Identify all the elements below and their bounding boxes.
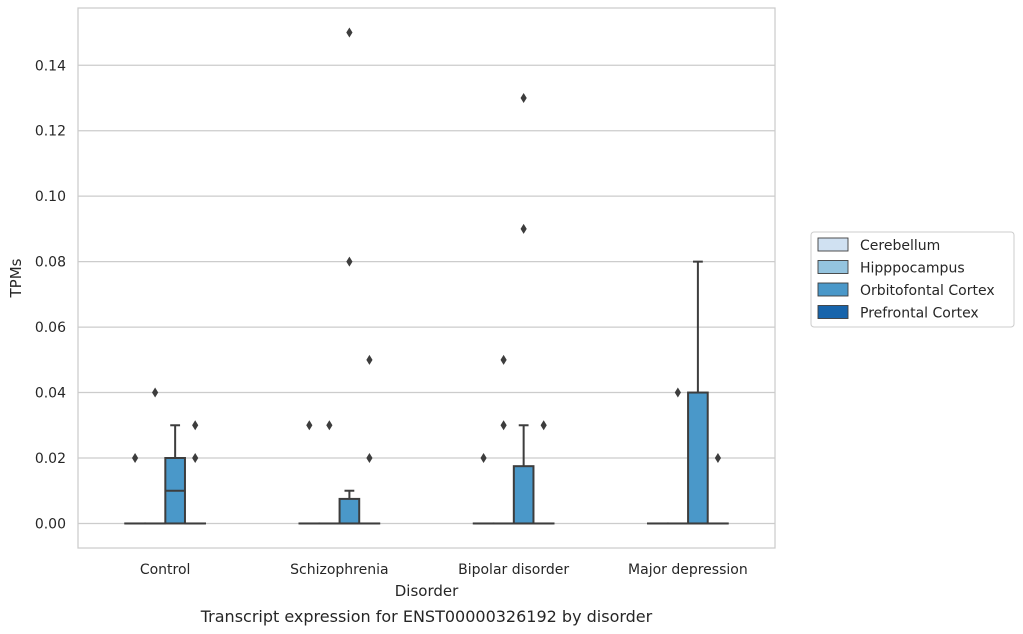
box-group: [532, 420, 555, 525]
outlier-point: [152, 387, 159, 398]
box-body: [512, 465, 535, 525]
box-group: [164, 424, 186, 525]
outlier-point: [192, 453, 199, 463]
chart-caption: Transcript expression for ENST0000032619…: [200, 607, 653, 626]
legend-frame: [810, 231, 1015, 328]
outlier-point: [346, 27, 353, 38]
legend-swatch: [817, 282, 849, 297]
box-body: [687, 391, 709, 525]
legend-label: Hipppocampus: [860, 261, 965, 277]
y-tick-label: 0.12: [35, 124, 66, 140]
box-group: [707, 453, 729, 525]
legend-label: Cerebellum: [860, 238, 940, 254]
legend: Cerebellum Hipppocampus Orbitofontal Corte…: [810, 231, 1015, 328]
box-group: [667, 387, 689, 525]
x-tick-labels: Control Schizophrenia Bipolar disorder Majo…: [140, 562, 748, 578]
legend-swatch: [817, 237, 849, 252]
outlier-point: [520, 93, 527, 103]
y-tick-label: 0.04: [35, 386, 66, 402]
outlier-point: [674, 387, 681, 398]
outlier-point: [366, 453, 373, 463]
outlier-point: [326, 420, 333, 431]
outlier-point: [500, 354, 507, 365]
outlier-point: [192, 420, 199, 431]
outlier-point: [480, 453, 487, 463]
box-group: [687, 260, 709, 525]
y-tick-label: 0.10: [35, 189, 66, 205]
y-tick-label: 0.00: [35, 516, 66, 532]
boxes-layer: [124, 27, 729, 525]
outlier-point: [306, 420, 313, 431]
legend-label: Orbitofontal Cortex: [860, 283, 995, 299]
box-body: [338, 497, 361, 525]
legend-label: Prefrontal Cortex: [860, 306, 979, 322]
y-tick-labels: 0.00 0.02 0.04 0.06 0.08 0.10 0.12 0.14: [35, 58, 66, 532]
box-group: [358, 354, 381, 525]
x-tick-label: Schizophrenia: [290, 562, 388, 578]
outlier-point: [366, 354, 373, 365]
outlier-point: [714, 453, 722, 463]
box-group: [184, 420, 207, 525]
y-tick-label: 0.14: [35, 58, 66, 74]
x-tick-label: Bipolar disorder: [458, 562, 569, 578]
outlier-point: [540, 420, 547, 431]
outlier-point: [131, 453, 139, 463]
x-tick-label: Major depression: [628, 562, 748, 578]
plot-frame: [77, 7, 776, 549]
outlier-point: [520, 223, 527, 234]
y-axis-label: TPMs: [7, 258, 25, 298]
legend-swatch: [817, 260, 849, 274]
legend-swatch: [817, 305, 849, 319]
y-tick-label: 0.08: [35, 255, 66, 271]
y-tick-label: 0.06: [35, 320, 66, 336]
x-axis-label: Disorder: [395, 582, 459, 600]
outlier-point: [500, 420, 507, 431]
y-tick-label: 0.02: [35, 451, 66, 467]
outlier-point: [346, 256, 353, 267]
x-tick-label: Control: [140, 562, 191, 578]
box-group: [338, 27, 361, 525]
box-group: [512, 93, 535, 525]
